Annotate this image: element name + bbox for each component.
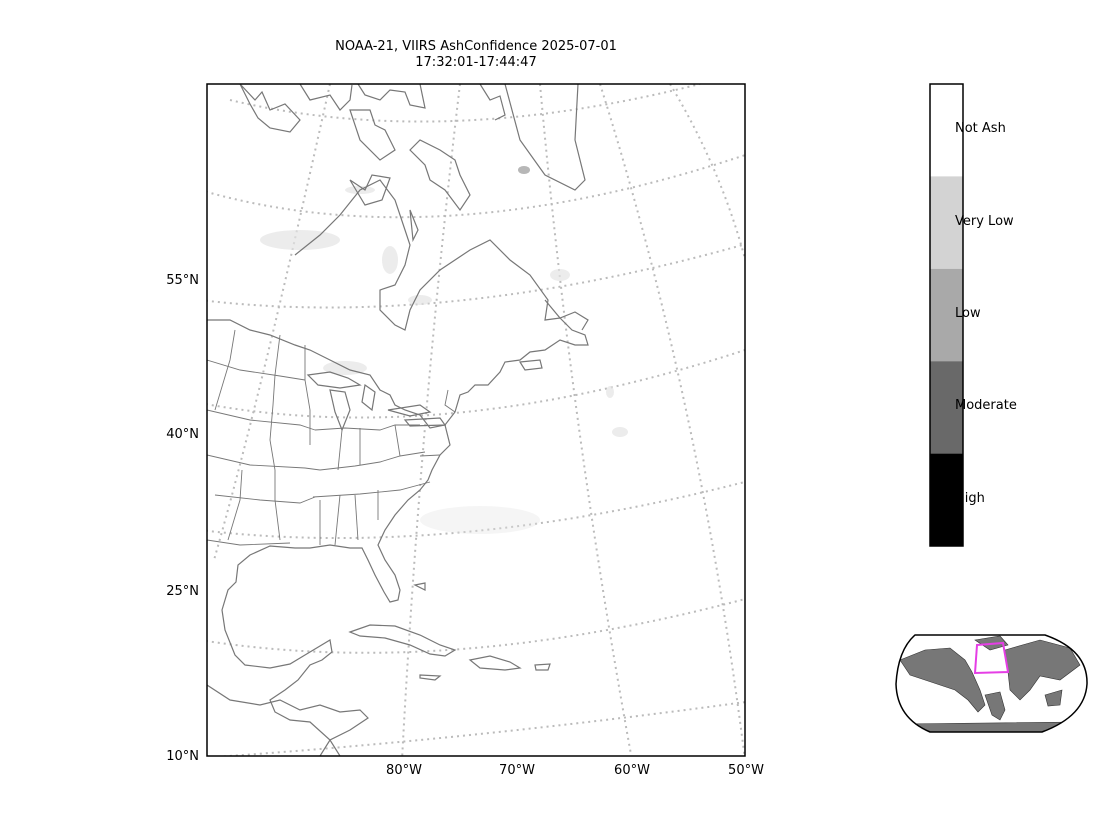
colorbar-frame xyxy=(929,83,964,547)
colorbar-segment-moderate xyxy=(930,361,963,454)
inset-globe xyxy=(895,634,1088,733)
lon-label-50w: 50°W xyxy=(728,763,764,778)
lon-label-70w: 70°W xyxy=(499,763,535,778)
map-title: NOAA-21, VIIRS AshConfidence 2025-07-01 … xyxy=(206,39,746,71)
colorbar-label-high: High xyxy=(955,491,985,506)
colorbar-label-moderate: Moderate xyxy=(955,398,1017,413)
lat-label-10: 10°N xyxy=(166,749,199,764)
colorbar-label-low: Low xyxy=(955,306,981,321)
lat-label-25: 25°N xyxy=(166,584,199,599)
footprint-box xyxy=(973,641,1010,675)
colorbar-label-not-ash: Not Ash xyxy=(955,121,1006,136)
latitude-gridlines xyxy=(207,84,745,756)
colorbar-segment-low xyxy=(930,268,963,362)
lat-label-55: 55°N xyxy=(166,273,199,288)
map-frame xyxy=(206,83,746,757)
colorbar-segment-high xyxy=(930,453,963,546)
coastlines xyxy=(207,84,589,756)
lon-label-60w: 60°W xyxy=(614,763,650,778)
ash-speckle xyxy=(260,166,628,534)
map-area xyxy=(207,84,745,756)
lat-label-40: 40°N xyxy=(166,427,199,442)
colorbar-segment-not-ash xyxy=(930,84,963,177)
colorbar-segment-very-low xyxy=(930,176,963,269)
colorbar-label-very-low: Very Low xyxy=(955,214,1014,229)
title-line-1: NOAA-21, VIIRS AshConfidence 2025-07-01 xyxy=(335,39,617,54)
longitude-gridlines xyxy=(213,84,745,756)
lon-label-80w: 80°W xyxy=(386,763,422,778)
title-line-2: 17:32:01-17:44:47 xyxy=(415,55,537,70)
colorbar xyxy=(929,83,964,547)
